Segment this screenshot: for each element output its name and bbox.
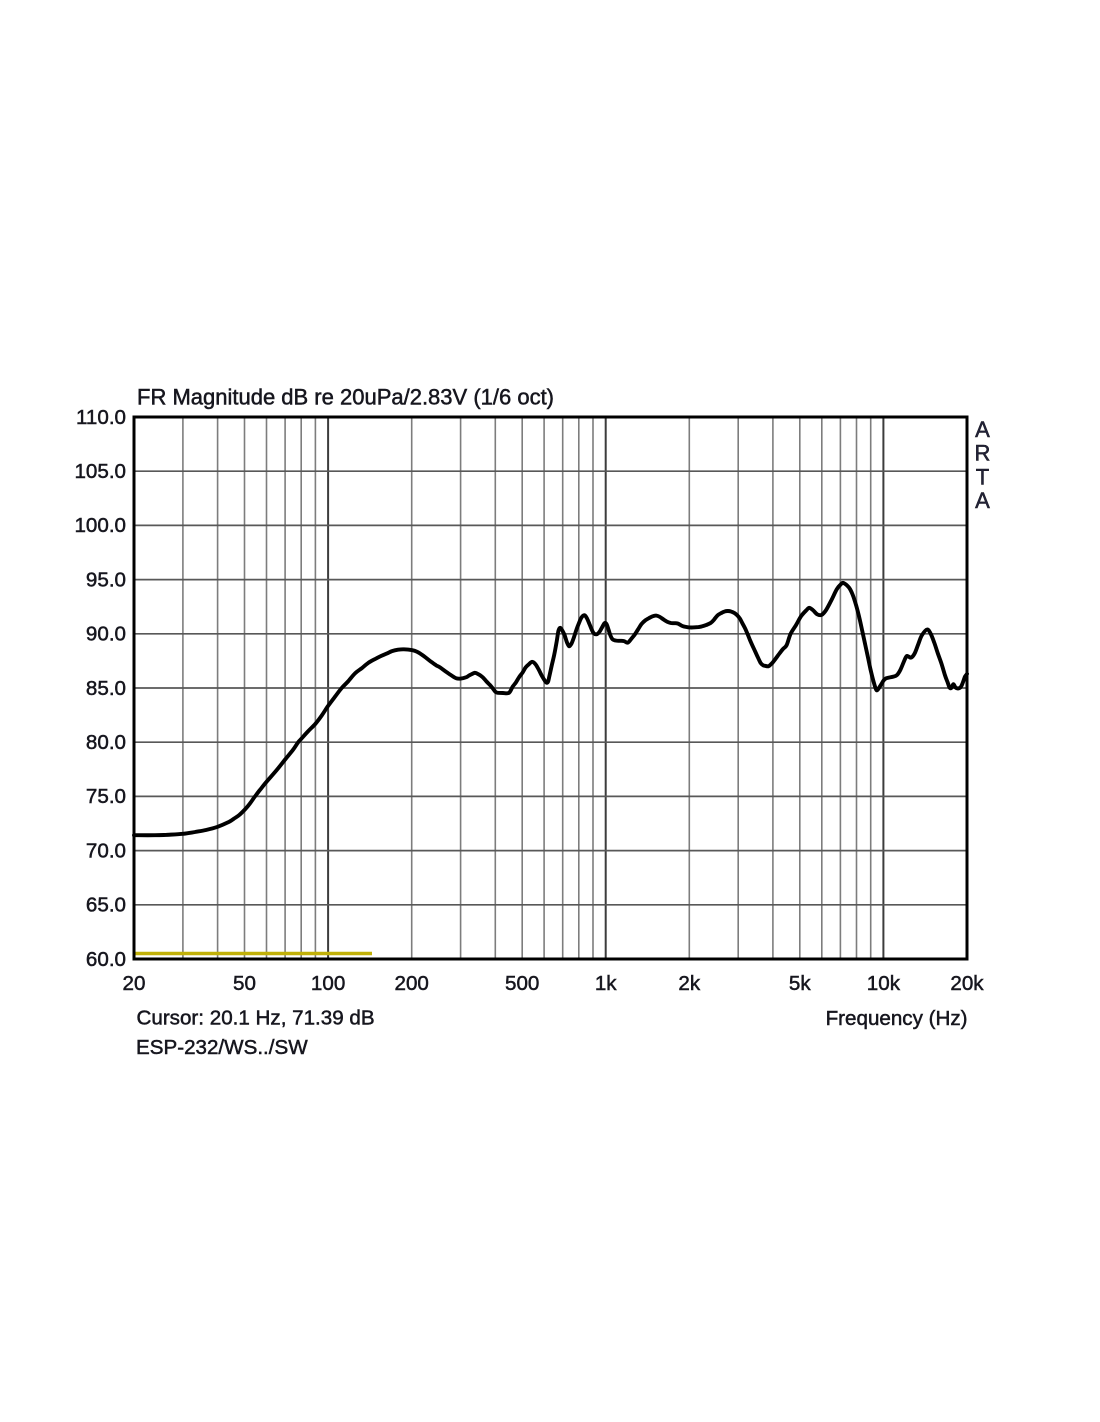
- svg-text:T: T: [976, 464, 989, 489]
- svg-text:20k: 20k: [950, 972, 984, 995]
- svg-text:60.0: 60.0: [86, 948, 126, 971]
- svg-text:65.0: 65.0: [86, 894, 126, 917]
- svg-text:100.0: 100.0: [74, 514, 126, 537]
- svg-text:200: 200: [395, 972, 429, 995]
- svg-text:A: A: [975, 417, 990, 442]
- svg-text:ESP-232/WS../SW: ESP-232/WS../SW: [136, 1036, 308, 1059]
- svg-text:75.0: 75.0: [86, 785, 126, 808]
- svg-text:A: A: [975, 488, 990, 513]
- svg-text:95.0: 95.0: [86, 568, 126, 591]
- svg-text:R: R: [975, 441, 991, 466]
- svg-text:80.0: 80.0: [86, 731, 126, 754]
- svg-text:105.0: 105.0: [74, 460, 126, 483]
- svg-text:2k: 2k: [678, 972, 700, 995]
- svg-text:500: 500: [505, 972, 539, 995]
- svg-text:90.0: 90.0: [86, 623, 126, 646]
- svg-text:50: 50: [233, 972, 256, 995]
- svg-text:Frequency (Hz): Frequency (Hz): [826, 1007, 968, 1030]
- svg-text:FR Magnitude dB re 20uPa/2.83V: FR Magnitude dB re 20uPa/2.83V (1/6 oct): [137, 385, 554, 410]
- svg-text:85.0: 85.0: [86, 677, 126, 700]
- svg-text:1k: 1k: [595, 972, 617, 995]
- svg-text:Cursor: 20.1 Hz, 71.39 dB: Cursor: 20.1 Hz, 71.39 dB: [137, 1007, 375, 1030]
- svg-text:20: 20: [123, 972, 146, 995]
- svg-text:5k: 5k: [789, 972, 811, 995]
- svg-text:10k: 10k: [867, 972, 901, 995]
- svg-text:100: 100: [311, 972, 345, 995]
- svg-text:110.0: 110.0: [76, 406, 126, 429]
- svg-text:70.0: 70.0: [86, 839, 126, 862]
